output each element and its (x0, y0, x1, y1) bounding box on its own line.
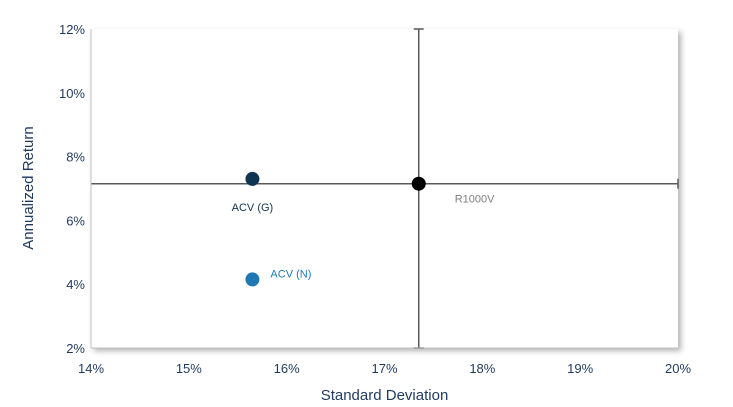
point-acv-n (245, 272, 260, 287)
point-label-acv-g: ACV (G) (232, 202, 274, 214)
point-r1000v (411, 176, 426, 191)
axes (90, 29, 678, 349)
point-label-acv-n: ACV (N) (270, 268, 311, 280)
x-axis-title: Standard Deviation (321, 387, 449, 404)
y-tick-labels: 2% 4% 6% 8% 10% 12% (59, 22, 85, 356)
y-axis-title: Annualized Return (20, 126, 37, 249)
plot-area (91, 29, 678, 348)
y-tick-label: 8% (66, 150, 85, 165)
point-label-r1000v: R1000V (455, 194, 495, 206)
x-tick-label: 16% (274, 361, 300, 376)
x-tick-label: 17% (371, 361, 397, 376)
x-tick-label: 14% (78, 361, 104, 376)
x-tick-label: 19% (567, 361, 593, 376)
y-tick-label: 12% (59, 22, 85, 37)
y-tick-label: 4% (66, 277, 85, 292)
y-tick-label: 10% (59, 86, 85, 101)
y-tick-label: 2% (66, 341, 85, 356)
x-tick-label: 18% (469, 361, 495, 376)
x-tick-label: 20% (665, 361, 691, 376)
x-tick-label: 15% (176, 361, 202, 376)
points-layer: ACV (G) ACV (N) R1000V (232, 171, 495, 287)
point-acv-g (245, 171, 260, 186)
y-tick-label: 6% (66, 213, 85, 228)
x-tick-labels: 14% 15% 16% 17% 18% 19% 20% (78, 361, 691, 376)
